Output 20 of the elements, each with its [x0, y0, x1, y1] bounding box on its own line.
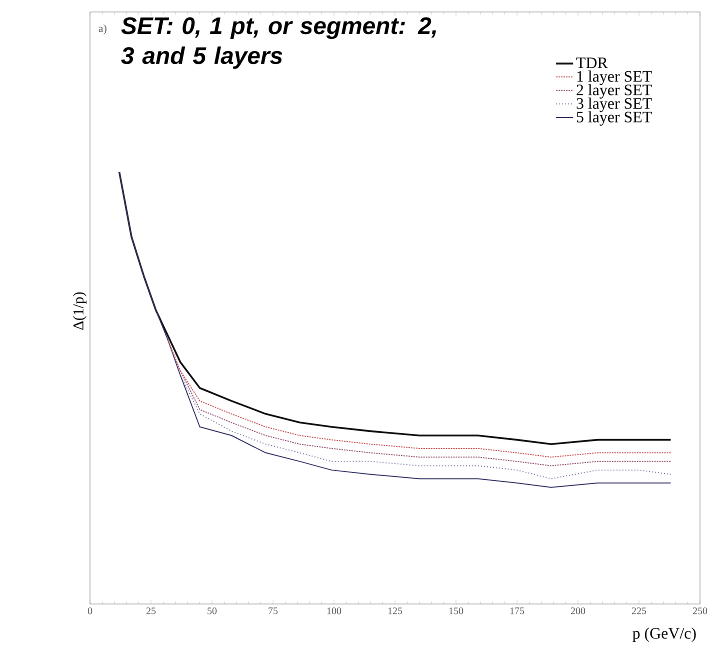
- x-axis-title: p (GeV/c): [632, 628, 696, 642]
- x-tick-label: 75: [268, 608, 278, 614]
- x-tick-label: 0: [88, 608, 92, 614]
- legend-label: 5 layer SET: [576, 111, 652, 126]
- text: a): [98, 24, 106, 34]
- legend-label: TDR: [576, 58, 608, 68]
- x-tick-label: 125: [388, 608, 402, 614]
- x-tick-label: 225: [632, 608, 646, 614]
- x-tick-label: 25: [146, 608, 156, 614]
- x-tick-label: 250: [692, 608, 708, 614]
- x-tick-label: 100: [327, 608, 342, 614]
- x-tick-label: 150: [449, 608, 464, 614]
- x-tick-label: 175: [510, 608, 524, 614]
- chart-title: SET: 0, 1 pt, or segment: 2, 3 and 5 layers: [121, 17, 436, 69]
- x-tick-label: 200: [570, 608, 586, 614]
- y-axis-title: Δ(1/p): [72, 292, 86, 330]
- legend-label: 1 layer SET: [577, 70, 652, 86]
- x-tick-label: 50: [208, 608, 217, 614]
- legend-label: 2 layer SET: [576, 84, 652, 99]
- legend-label: 3 layer SET: [576, 98, 652, 112]
